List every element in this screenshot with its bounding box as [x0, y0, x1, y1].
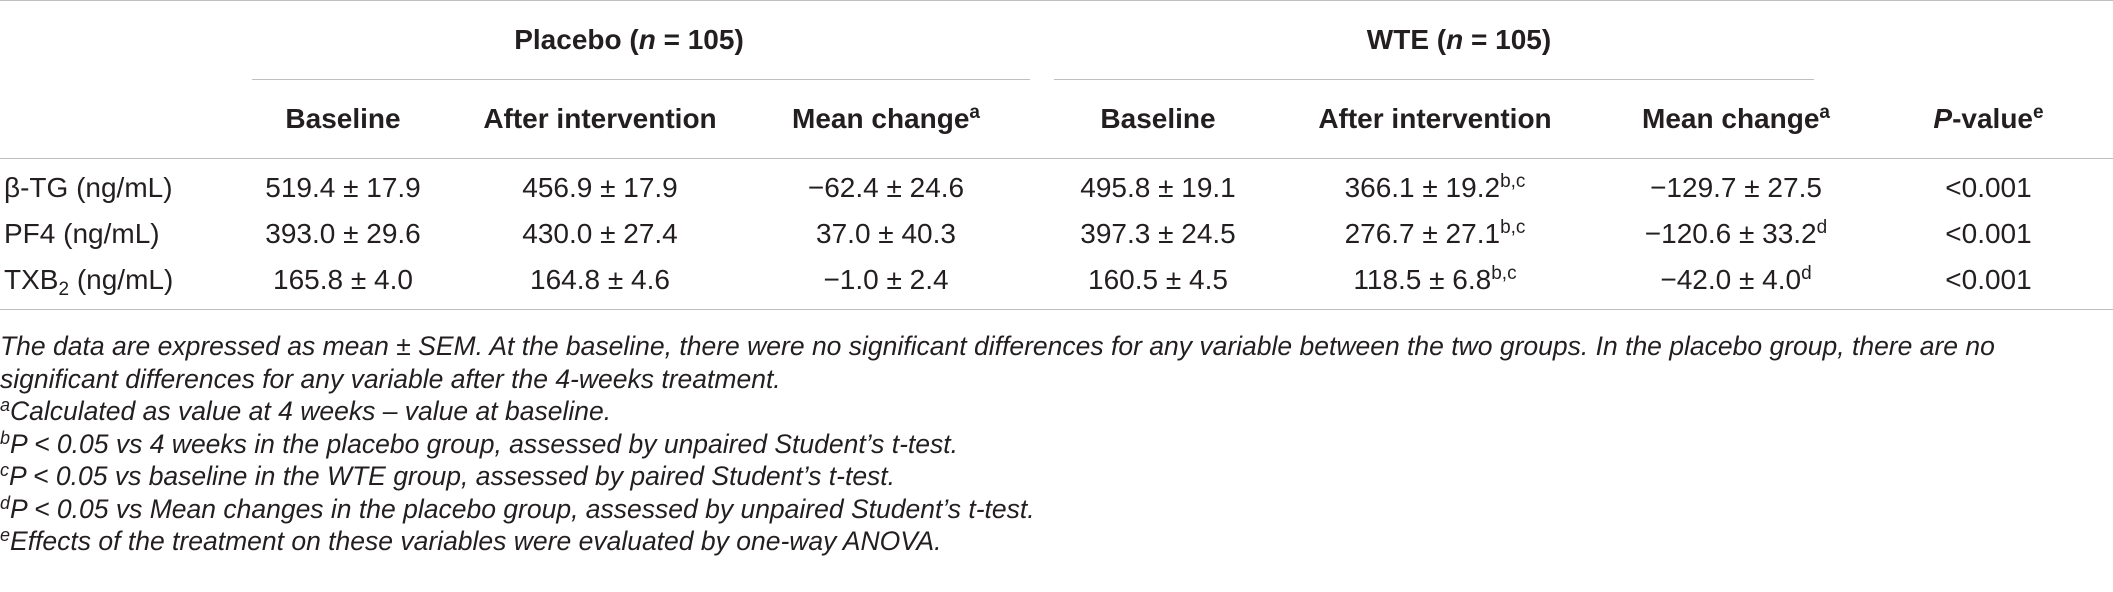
empty-p-group — [1864, 0, 2113, 80]
empty-label-header — [0, 80, 228, 159]
wte-change-mark: d — [1816, 217, 1828, 238]
col-gap — [1030, 80, 1054, 159]
wte-after-mark: b,c — [1500, 171, 1526, 192]
wte-change-cell: −42.0 ± 4.0d — [1608, 257, 1864, 310]
footnote-text: P < 0.05 vs 4 weeks in the placebo group… — [10, 428, 958, 459]
placebo-n-symbol: n — [638, 24, 656, 55]
footnote-text: P < 0.05 vs Mean changes in the placebo … — [10, 493, 1035, 524]
col-wte-baseline: Baseline — [1054, 80, 1262, 159]
wte-change-cell: −129.7 ± 27.5 — [1608, 159, 1864, 212]
col-p-value: P-valuee — [1864, 80, 2113, 159]
table-row: β-TG (ng/mL) 519.4 ± 17.9 456.9 ± 17.9 −… — [0, 159, 2113, 212]
row-label: PF4 (ng/mL) — [0, 211, 228, 257]
placebo-after-cell: 430.0 ± 27.4 — [522, 218, 678, 249]
col-placebo-change-mark: a — [969, 102, 980, 123]
placebo-baseline-cell: 393.0 ± 29.6 — [265, 218, 421, 249]
wte-n-symbol: n — [1446, 24, 1464, 55]
wte-after-value: 118.5 ± 6.8 — [1353, 264, 1492, 295]
row-label: TXB2 (ng/mL) — [0, 257, 228, 310]
group-header-row: Placebo (n = 105) WTE (n = 105) — [0, 0, 2113, 80]
footnote-text: P < 0.05 vs baseline in the WTE group, a… — [9, 461, 896, 491]
wte-group-name: WTE — [1366, 24, 1430, 55]
wte-after-mark: b,c — [1500, 217, 1526, 238]
gap-cell — [1030, 159, 1054, 212]
wte-baseline-cell: 495.8 ± 19.1 — [1080, 172, 1236, 203]
column-header-row: Baseline After intervention Mean changea… — [0, 80, 2113, 159]
col-placebo-change-label: Mean change — [792, 103, 970, 134]
col-p-rest: -value — [1952, 103, 2034, 134]
col-p-symbol: P — [1933, 103, 1953, 134]
placebo-group-header: Placebo (n = 105) — [228, 0, 1030, 80]
placebo-n-prefix: ( — [629, 24, 639, 55]
placebo-after-cell: 164.8 ± 4.6 — [458, 257, 742, 310]
row-label-main: PF4 (ng/mL) — [4, 218, 160, 249]
gap-cell — [1030, 211, 1054, 257]
col-p-mark: e — [2033, 102, 2044, 123]
top-rule — [0, 0, 2113, 1]
col-wte-after: After intervention — [1262, 80, 1608, 159]
wte-after-cell: 366.1 ± 19.2b,c — [1262, 159, 1608, 212]
wte-after-value: 276.7 ± 27.1 — [1344, 218, 1501, 249]
footnote-e: eEffects of the treatment on these varia… — [0, 525, 2113, 558]
placebo-change-cell: −1.0 ± 2.4 — [742, 257, 1030, 310]
row-label: β-TG (ng/mL) — [0, 159, 228, 212]
row-label-main: TXB — [4, 264, 59, 295]
row-label-main: β-TG (ng/mL) — [4, 172, 173, 203]
footnote-d: dP < 0.05 vs Mean changes in the placebo… — [0, 493, 2113, 526]
group-gap — [1030, 0, 1054, 80]
placebo-after-cell: 456.9 ± 17.9 — [522, 172, 678, 203]
wte-change-value: −129.7 ± 27.5 — [1650, 172, 1822, 203]
wte-after-cell: 118.5 ± 6.8b,c — [1262, 257, 1608, 310]
placebo-baseline-cell: 519.4 ± 17.9 — [265, 172, 421, 203]
table-row: TXB2 (ng/mL) 165.8 ± 4.0 164.8 ± 4.6 −1.… — [0, 257, 2113, 310]
wte-group-underline — [1054, 79, 1814, 80]
notes-main: The data are expressed as mean ± SEM. At… — [0, 331, 1995, 394]
table-row: PF4 (ng/mL) 393.0 ± 29.6 430.0 ± 27.4 37… — [0, 211, 2113, 257]
placebo-change-cell: 37.0 ± 40.3 — [816, 218, 956, 249]
footnote-c: cP < 0.05 vs baseline in the WTE group, … — [0, 460, 2113, 493]
col-wte-change-mark: a — [1819, 102, 1830, 123]
footnote-mark: a — [0, 395, 11, 415]
col-placebo-baseline: Baseline — [228, 80, 458, 159]
footnote-mark: e — [0, 525, 11, 545]
wte-baseline-cell: 397.3 ± 24.5 — [1080, 218, 1236, 249]
table-notes: The data are expressed as mean ± SEM. At… — [0, 330, 2113, 558]
row-label-tail: (ng/mL) — [69, 264, 174, 295]
wte-after-cell: 276.7 ± 27.1b,c — [1262, 211, 1608, 257]
placebo-group-name: Placebo — [514, 24, 622, 55]
footnote-mark: b — [0, 427, 11, 448]
gap-cell — [1030, 257, 1054, 310]
footnote-mark: c — [0, 460, 9, 480]
empty-corner — [0, 0, 228, 80]
row-label-sub: 2 — [58, 279, 70, 300]
wte-n-value: = 105) — [1463, 24, 1552, 55]
p-value-cell: <0.001 — [1945, 218, 2032, 249]
wte-change-value: −120.6 ± 33.2 — [1644, 218, 1817, 249]
footnote-text: Calculated as value at 4 weeks – value a… — [10, 396, 612, 426]
placebo-group-underline — [252, 79, 1030, 80]
footnote-mark: d — [0, 492, 11, 513]
wte-n-prefix: ( — [1436, 24, 1447, 55]
wte-change-cell: −120.6 ± 33.2d — [1608, 211, 1864, 257]
p-value-cell: <0.001 — [1945, 172, 2032, 203]
footnote-b: bP < 0.05 vs 4 weeks in the placebo grou… — [0, 428, 2113, 461]
col-placebo-after: After intervention — [458, 80, 742, 159]
footnote-a: aCalculated as value at 4 weeks – value … — [0, 395, 2113, 428]
wte-group-header: WTE (n = 105) — [1054, 0, 1864, 80]
placebo-n-value: = 105) — [655, 24, 744, 55]
results-table: Placebo (n = 105) WTE (n = 105) Baseline… — [0, 0, 2113, 310]
placebo-baseline-cell: 165.8 ± 4.0 — [228, 257, 458, 310]
p-value-cell: <0.001 — [1864, 257, 2113, 310]
wte-change-value: −42.0 ± 4.0 — [1660, 264, 1802, 295]
wte-baseline-cell: 160.5 ± 4.5 — [1054, 257, 1262, 310]
wte-after-value: 366.1 ± 19.2 — [1344, 172, 1501, 203]
wte-after-mark: b,c — [1491, 263, 1517, 284]
col-placebo-change: Mean changea — [742, 80, 1030, 159]
placebo-change-cell: −62.4 ± 24.6 — [807, 172, 965, 203]
col-wte-change-label: Mean change — [1642, 103, 1820, 134]
footnote-text: Effects of the treatment on these variab… — [10, 526, 942, 556]
wte-change-mark: d — [1801, 263, 1812, 284]
col-wte-change: Mean changea — [1608, 80, 1864, 159]
